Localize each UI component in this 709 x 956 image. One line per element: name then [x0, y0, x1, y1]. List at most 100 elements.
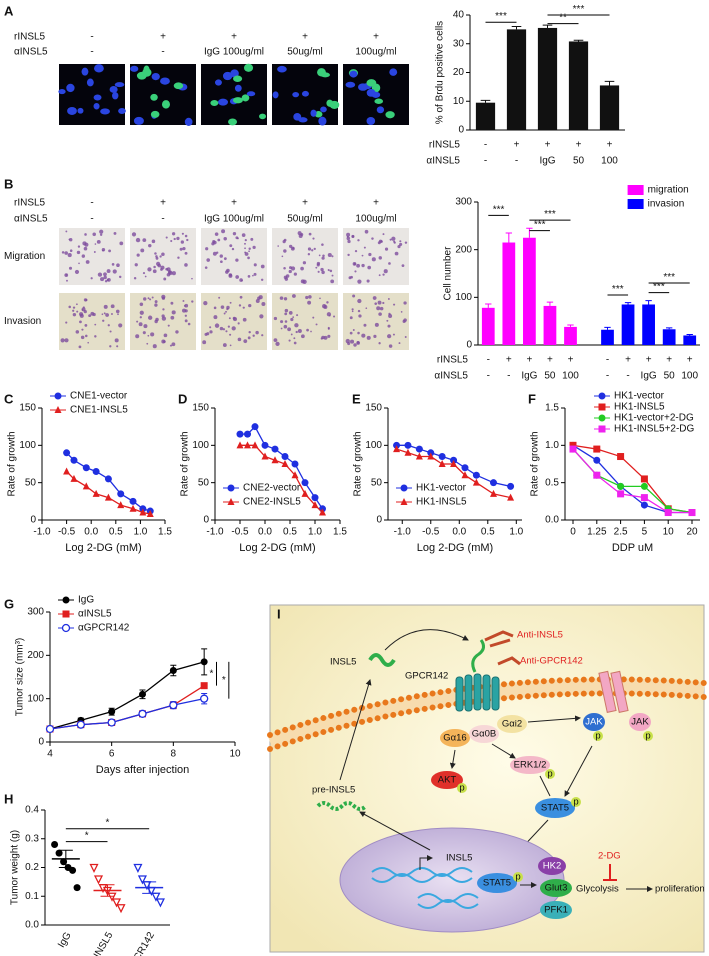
cell — [289, 244, 293, 249]
micrograph — [201, 228, 267, 285]
cell — [247, 336, 251, 340]
cell — [218, 296, 221, 299]
x-tick-label: + — [526, 355, 532, 366]
cell — [252, 274, 254, 277]
legend-label: HK1-vector — [614, 391, 665, 402]
cell — [284, 312, 288, 316]
condition-label: - — [161, 214, 164, 225]
panel-label: B — [4, 176, 13, 191]
y-axis-label: Rate of growth — [353, 431, 364, 496]
marker — [61, 623, 71, 633]
condition-label: - — [90, 198, 93, 209]
cell — [281, 255, 284, 258]
cell — [179, 247, 183, 251]
sig-label: * — [85, 831, 89, 842]
cell — [277, 245, 280, 247]
cell — [244, 242, 246, 245]
cell — [84, 233, 87, 236]
cell — [356, 263, 360, 268]
cell — [253, 263, 257, 267]
nucleus — [339, 827, 565, 933]
marker — [593, 471, 601, 479]
marker — [227, 498, 235, 505]
nucleus — [112, 91, 119, 100]
cell — [87, 341, 90, 344]
cell — [393, 240, 396, 243]
x-tick-label: + — [506, 355, 512, 366]
antibody — [484, 630, 514, 648]
y-tick-label: 100 — [192, 440, 209, 451]
marker — [251, 441, 259, 449]
cell — [154, 303, 158, 307]
cell — [308, 232, 312, 236]
x-tick-label: 8 — [171, 749, 177, 760]
cell — [76, 310, 79, 313]
cell — [131, 232, 137, 237]
micrograph-bg — [59, 293, 125, 350]
cell — [184, 263, 188, 267]
y-tick-label: 300 — [27, 607, 44, 618]
micrograph-bg — [130, 228, 196, 285]
series-line — [572, 444, 693, 514]
cell — [115, 309, 120, 314]
condition-label: 50ug/ml — [287, 214, 323, 225]
x-tick-label: IgG — [56, 930, 74, 950]
cell — [182, 246, 186, 251]
cell — [379, 306, 384, 311]
cell — [84, 323, 88, 327]
cell — [202, 340, 207, 345]
cell — [376, 306, 381, 311]
marker — [155, 898, 165, 908]
label: p — [515, 872, 520, 883]
nucleus — [376, 106, 385, 114]
cell — [321, 256, 325, 260]
cell — [283, 266, 286, 270]
y-tick-label: 100 — [365, 440, 382, 451]
x-row-label: rINSL5 — [429, 140, 461, 151]
cell — [292, 316, 295, 318]
cell — [327, 334, 331, 338]
cell — [327, 327, 330, 330]
cell — [318, 254, 321, 257]
x-tick-label: - — [507, 371, 510, 382]
x-row-label: αINSL5 — [426, 156, 460, 167]
y-axis-label: Rate of growth — [7, 431, 18, 496]
marker — [82, 482, 90, 490]
cell — [67, 253, 72, 258]
nucleus — [66, 83, 75, 93]
label: GPCR142 — [405, 671, 448, 682]
cell — [357, 279, 362, 284]
cell — [284, 320, 288, 323]
x-axis-label: Log 2-DG (mM) — [65, 542, 141, 554]
cell — [253, 272, 257, 276]
cell — [159, 255, 162, 258]
cell — [184, 234, 188, 238]
label: HK2 — [543, 861, 561, 872]
cell — [135, 237, 141, 243]
nucleus — [118, 108, 126, 115]
nucleus — [234, 84, 242, 92]
bar — [537, 27, 558, 130]
cell — [229, 301, 232, 304]
arrow — [339, 679, 372, 781]
marker — [236, 441, 244, 449]
cell — [346, 232, 351, 237]
x-tick-label: αGPCR142 — [122, 930, 157, 956]
cell — [94, 323, 97, 326]
nucleus — [77, 107, 84, 114]
cell — [288, 311, 293, 315]
label: proliferation — [655, 884, 705, 895]
marker — [598, 403, 606, 411]
cell — [204, 266, 208, 269]
cell — [382, 273, 385, 276]
marker — [271, 456, 279, 464]
cell — [157, 263, 162, 268]
error-bar — [58, 849, 73, 868]
g-protein — [440, 729, 470, 747]
sig-label: *** — [663, 272, 675, 283]
marker — [104, 475, 112, 483]
cell — [244, 247, 246, 250]
cell — [331, 255, 334, 258]
cell — [106, 269, 111, 274]
